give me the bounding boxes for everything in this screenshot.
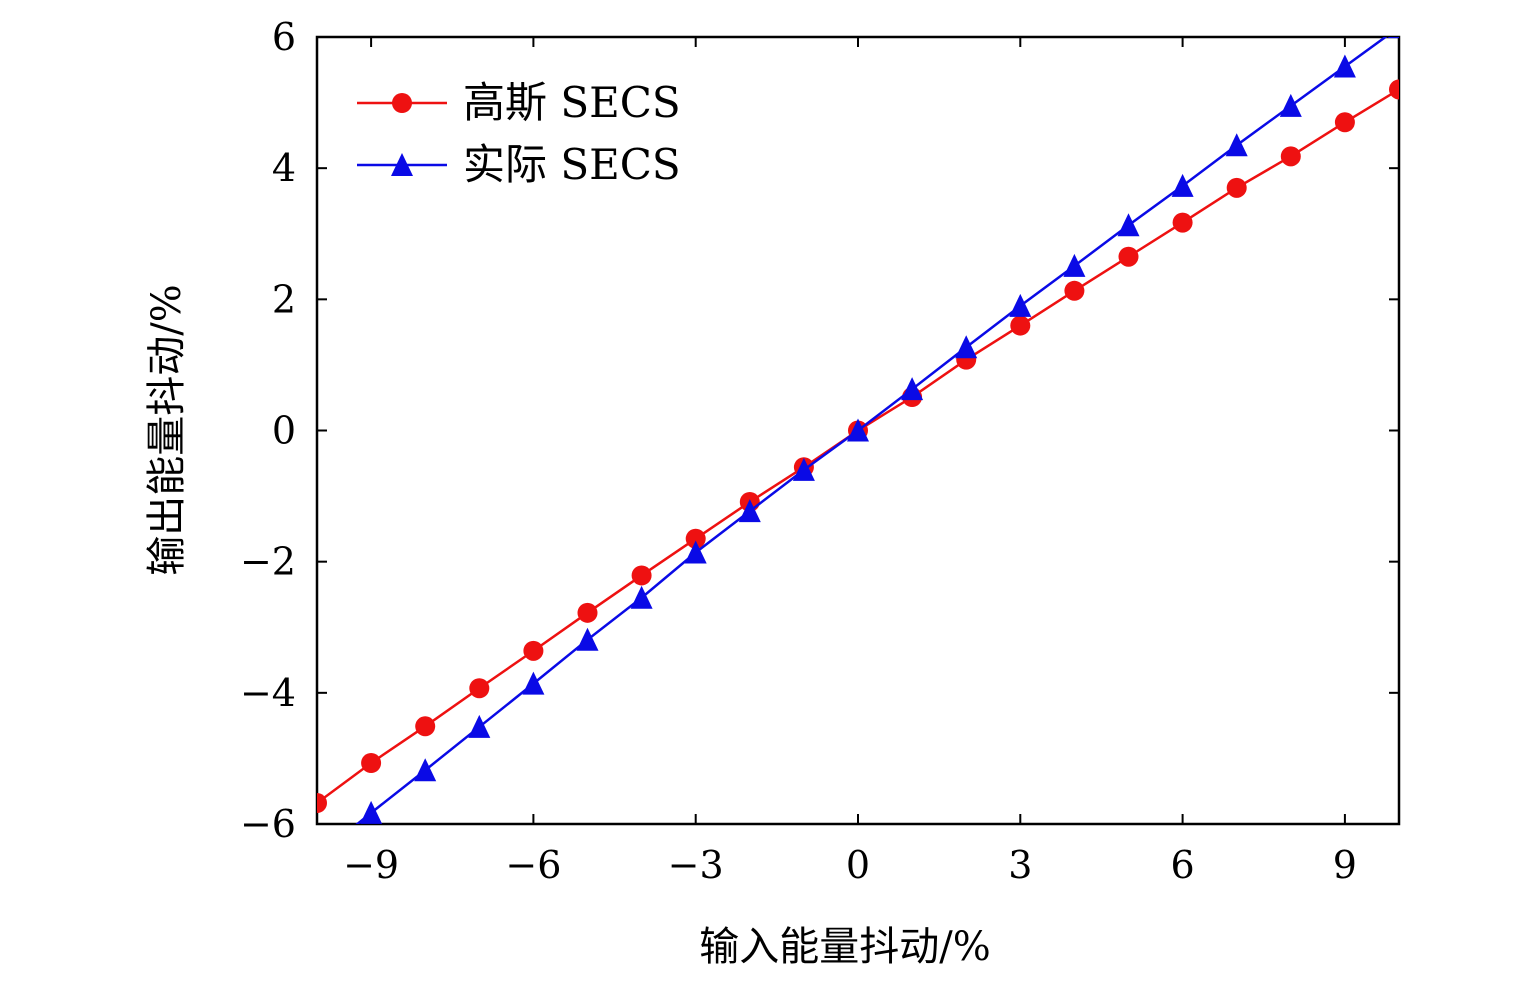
x-axis-title: 输入能量抖动/% <box>699 924 990 970</box>
data-point-triangle <box>847 418 869 442</box>
data-point-triangle <box>1279 93 1302 117</box>
data-point-triangle <box>955 335 978 359</box>
data-point-triangle <box>306 845 328 868</box>
data-point-circle <box>1389 79 1399 100</box>
data-point-circle <box>317 793 327 814</box>
data-point-circle <box>1226 177 1247 198</box>
data-point-circle <box>523 640 544 661</box>
y-axis-title: 输出能量抖动/% <box>144 284 190 575</box>
legend-marker-circle <box>392 93 412 113</box>
data-point-circle <box>469 678 490 699</box>
data-point-triangle <box>576 627 599 651</box>
data-point-triangle <box>901 377 924 401</box>
y-tick-label: 6 <box>272 15 296 59</box>
data-point-triangle <box>1333 54 1356 78</box>
data-point-triangle <box>630 585 653 609</box>
data-point-circle <box>361 753 382 774</box>
data-point-circle <box>1280 146 1301 167</box>
data-point-triangle <box>1063 253 1086 277</box>
data-point-circle <box>415 716 436 737</box>
legend-marker-triangle <box>391 153 413 176</box>
data-point-circle <box>631 565 652 586</box>
legend: 高斯 SECS 实际 SECS <box>357 78 681 189</box>
series-layer <box>306 37 1399 868</box>
data-point-circle <box>1010 315 1031 336</box>
data-point-circle <box>577 602 598 623</box>
data-point-circle <box>1172 212 1193 233</box>
y-tick-label: 4 <box>272 146 296 190</box>
data-point-circle <box>685 528 706 549</box>
x-tick-label: 0 <box>846 843 870 887</box>
data-point-triangle <box>522 671 545 695</box>
data-point-triangle <box>1009 293 1032 317</box>
x-tick-label: −3 <box>668 843 724 887</box>
data-point-triangle <box>684 540 707 564</box>
x-tick-label: −9 <box>343 843 399 887</box>
data-point-circle <box>1118 246 1139 267</box>
x-tick-label: 9 <box>1333 843 1357 887</box>
y-tick-label: −6 <box>240 802 296 846</box>
y-tick-label: −2 <box>240 540 296 584</box>
y-tick-label: 0 <box>272 409 296 453</box>
data-point-triangle <box>360 800 383 824</box>
y-tick-label: −4 <box>240 671 296 715</box>
data-point-triangle <box>738 499 761 523</box>
data-point-circle <box>1064 280 1085 301</box>
data-point-triangle <box>1225 133 1248 157</box>
y-tick-label: 2 <box>272 277 296 321</box>
legend-label-actual: 实际 SECS <box>463 140 681 189</box>
data-point-triangle <box>792 457 815 481</box>
data-point-triangle <box>414 758 437 782</box>
ticks-group: −9 −6 −3 0 3 6 9 −6 −4 −2 0 2 4 6 <box>240 15 1399 887</box>
legend-label-gauss: 高斯 SECS <box>463 78 681 127</box>
x-tick-label: 3 <box>1008 843 1032 887</box>
data-point-triangle <box>1171 173 1194 197</box>
data-point-triangle <box>1117 213 1140 237</box>
x-tick-label: 6 <box>1171 843 1195 887</box>
data-point-triangle <box>468 714 491 738</box>
data-point-triangle <box>1388 37 1399 39</box>
x-tick-label: −6 <box>505 843 561 887</box>
data-point-circle <box>1334 112 1355 133</box>
